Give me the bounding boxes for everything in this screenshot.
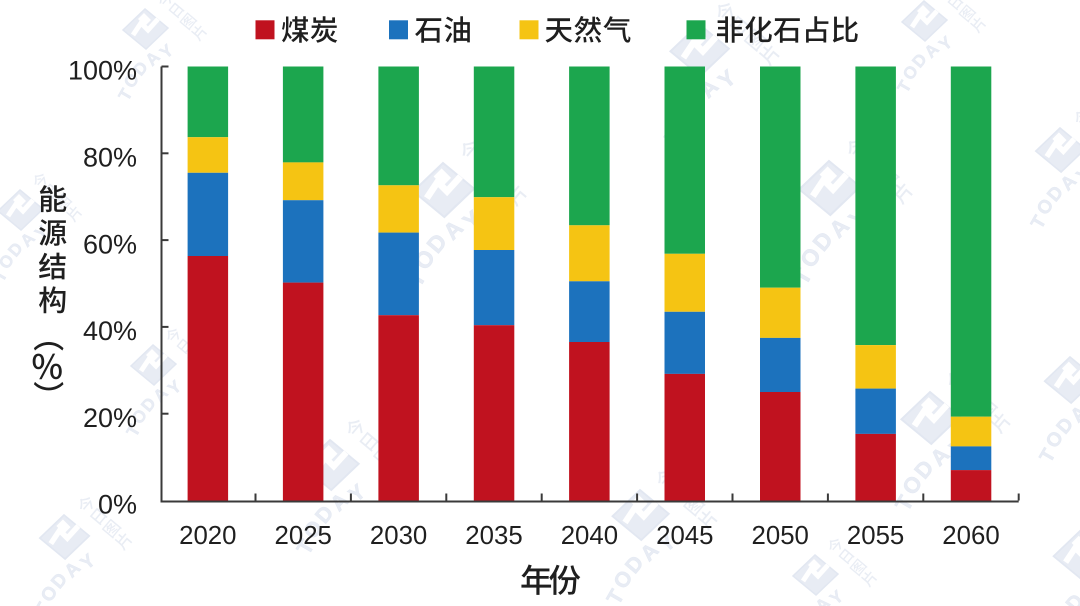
svg-text:2050: 2050 [752, 522, 809, 550]
svg-text:2045: 2045 [656, 522, 713, 550]
svg-text:2055: 2055 [847, 522, 904, 550]
svg-text:2040: 2040 [561, 522, 618, 550]
svg-text:20%: 20% [83, 403, 137, 433]
svg-text:2020: 2020 [179, 522, 236, 550]
svg-text:2035: 2035 [465, 522, 522, 550]
svg-text:60%: 60% [83, 229, 137, 259]
svg-text:0%: 0% [98, 490, 137, 520]
svg-text:100%: 100% [68, 56, 137, 86]
svg-text:2030: 2030 [370, 522, 427, 550]
svg-text:80%: 80% [83, 143, 137, 173]
svg-text:2025: 2025 [275, 522, 332, 550]
svg-text:40%: 40% [83, 316, 137, 346]
svg-text:2060: 2060 [942, 522, 999, 550]
